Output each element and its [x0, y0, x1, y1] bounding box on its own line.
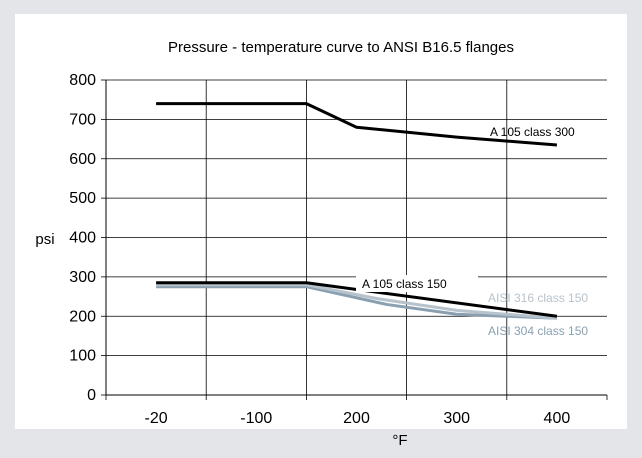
- series-line-2: [156, 283, 558, 320]
- series-line-1: [156, 281, 558, 318]
- x-axis-label: °F: [392, 432, 407, 449]
- y-tick-label: 800: [69, 72, 96, 89]
- series-label-2: AISI 316 class 150: [488, 291, 588, 305]
- chart-title: Pressure - temperature curve to ANSI B16…: [168, 39, 514, 56]
- series-label-1: A 105 class 150: [362, 277, 447, 291]
- x-tick-label: -20: [145, 410, 168, 427]
- y-tick-label: 700: [69, 111, 96, 128]
- y-tick-label: 200: [69, 308, 96, 325]
- series-line-0: [156, 102, 558, 147]
- y-tick-label: 600: [69, 151, 96, 168]
- series-label-background: [356, 275, 478, 292]
- y-tick-label: 300: [69, 269, 96, 286]
- x-tick-label: 400: [544, 410, 571, 427]
- x-tick-label: -100: [240, 410, 272, 427]
- series-line-3: [156, 285, 557, 320]
- series-label-3: AISI 304 class 150: [488, 324, 588, 338]
- chart-background: [15, 14, 627, 429]
- y-tick-label: 500: [69, 190, 96, 207]
- y-axis-label: psi: [35, 231, 54, 248]
- y-tick-label: 0: [87, 387, 96, 404]
- tick-labels: 0 100 200 300 400 500 600 700 800 -20 -100 200 300 40…: [69, 72, 570, 427]
- x-tick-label: 300: [443, 410, 470, 427]
- y-tick-label: 400: [69, 230, 96, 247]
- x-tick-label: 200: [343, 410, 370, 427]
- axes: [101, 79, 608, 400]
- y-tick-label: 100: [69, 348, 96, 365]
- series-label-0: A 105 class 300: [490, 125, 575, 139]
- series-lines: A 105 class 300 A 105 class 150 AISI 316 c…: [156, 102, 588, 338]
